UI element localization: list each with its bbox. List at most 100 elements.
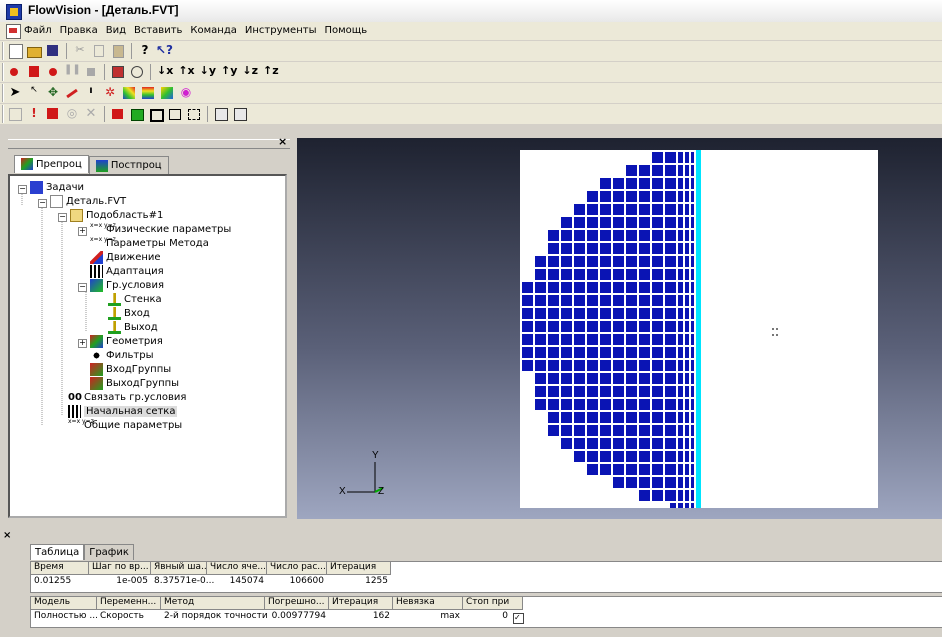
pause-icon[interactable]: ❚❚	[64, 64, 81, 75]
panel-grip[interactable]	[8, 139, 290, 149]
menu-help[interactable]: Помощь	[324, 25, 368, 36]
cell-grid-icon[interactable]	[45, 106, 61, 122]
tab-preprocessor[interactable]: Препроц	[14, 155, 89, 173]
hidden-cube-icon[interactable]	[186, 106, 202, 122]
col-header-cells[interactable]: Число яче...	[207, 562, 267, 575]
stop-icon[interactable]	[83, 64, 99, 80]
expander-tasks[interactable]: −	[18, 184, 27, 194]
open-folder-icon[interactable]	[26, 43, 42, 59]
col-header-calc-cells[interactable]: Число рас...	[267, 562, 327, 575]
help-icon[interactable]: ?	[141, 43, 149, 57]
rotate-view-icon[interactable]	[129, 64, 145, 80]
cut-icon[interactable]: ✂	[75, 43, 85, 56]
alert-icon[interactable]: !	[31, 106, 37, 120]
view-plus-z-button[interactable]: ↑z	[263, 64, 279, 77]
mesh-cell-refined	[691, 451, 694, 462]
delete-icon[interactable]: ✕	[85, 106, 97, 121]
save-icon[interactable]	[45, 43, 61, 59]
document-icon[interactable]	[6, 24, 21, 39]
view-fit-icon[interactable]	[110, 64, 126, 80]
solver-settings-icon[interactable]	[26, 64, 42, 80]
record-icon[interactable]	[7, 64, 23, 80]
menu-file[interactable]: Файл	[24, 25, 52, 36]
tree-item-project[interactable]: Деталь.FVT	[50, 195, 126, 208]
tree-item-general-parameters[interactable]: x=x y=z Общие параметры	[68, 418, 183, 432]
expander-geometry[interactable]: +	[78, 338, 87, 348]
select-small-icon[interactable]: ↖	[30, 85, 38, 95]
contour-icon[interactable]	[121, 85, 137, 101]
tree-item-method-parameters[interactable]: x=x y=z Параметры Метода	[90, 236, 209, 250]
vector-icon[interactable]	[64, 85, 80, 101]
col-header-method[interactable]: Метод	[161, 597, 265, 610]
run-icon[interactable]	[45, 64, 61, 80]
isoline-icon[interactable]	[159, 85, 175, 101]
tab-chart[interactable]: График	[84, 544, 134, 560]
menu-edit[interactable]: Правка	[59, 25, 98, 36]
tree-item-motion[interactable]: Движение	[90, 251, 161, 264]
stop-checkbox[interactable]: ✓	[513, 613, 524, 624]
col-header-iteration[interactable]: Итерация	[327, 562, 391, 575]
tab-postprocessor[interactable]: Постпроц	[88, 156, 169, 174]
particles-icon[interactable]: ✲	[104, 85, 116, 99]
menu-command[interactable]: Команда	[190, 25, 237, 36]
menu-insert[interactable]: Вставить	[133, 25, 183, 36]
streamline-icon[interactable]: ◉	[180, 85, 192, 99]
bottom-panel-close-icon[interactable]: ×	[3, 530, 12, 541]
col-header-iteration-2[interactable]: Итерация	[329, 597, 393, 610]
new-file-icon[interactable]	[7, 43, 23, 59]
menu-view[interactable]: Вид	[105, 25, 126, 36]
expander-physical[interactable]: +	[78, 226, 87, 236]
tree-item-boundary-conditions[interactable]: Гр.условия	[90, 279, 164, 292]
view-plus-x-button[interactable]: ↑x	[178, 64, 195, 77]
view-minus-x-button[interactable]: ↓x	[157, 64, 174, 77]
view-plus-y-button[interactable]: ↑y	[221, 64, 238, 77]
tree-item-inlet-groups[interactable]: ВходГруппы	[90, 363, 171, 376]
panel-close-icon[interactable]: ×	[278, 135, 288, 148]
move-icon[interactable]: ✥	[47, 85, 59, 99]
tree-item-link-boundaries[interactable]: 00 Связать гр.условия	[68, 392, 187, 403]
col-header-residual[interactable]: Невязка	[393, 597, 463, 610]
col-header-model[interactable]: Модель	[31, 597, 97, 610]
expander-subdomain[interactable]: −	[58, 212, 67, 222]
col-header-variable[interactable]: Переменн...	[97, 597, 161, 610]
mesh-cell	[535, 269, 546, 280]
wire-cube-icon[interactable]	[148, 106, 164, 122]
tree-item-filters[interactable]: Фильтры	[90, 349, 153, 362]
tree-item-geometry[interactable]: Геометрия	[90, 335, 163, 348]
col-header-time-step[interactable]: Шаг по вр...	[89, 562, 151, 575]
col-header-time[interactable]: Время	[31, 562, 89, 575]
tree-item-inlet[interactable]: Вход	[108, 307, 150, 320]
window-tile-icon[interactable]	[213, 106, 229, 122]
paste-icon[interactable]	[110, 43, 126, 59]
view-minus-y-button[interactable]: ↓y	[199, 64, 217, 77]
3d-viewport[interactable]: Y X Z	[297, 138, 942, 519]
expander-project[interactable]: −	[38, 198, 47, 208]
outline-cube-icon[interactable]	[167, 106, 183, 122]
tree-item-subdomain[interactable]: Подобласть#1	[70, 209, 163, 222]
solid-cube-icon[interactable]	[129, 106, 145, 122]
view-minus-z-button[interactable]: ↓z	[242, 64, 259, 77]
colormap-icon[interactable]	[140, 85, 156, 101]
mesh-cell-refined	[678, 477, 683, 488]
probe-icon[interactable]: ı	[89, 85, 93, 96]
select-pointer-icon[interactable]: ➤	[9, 85, 21, 100]
tree-item-outlet[interactable]: Выход	[108, 321, 158, 334]
tree-item-wall[interactable]: Стенка	[108, 293, 162, 306]
tree-item-physical-parameters[interactable]: x=x y=z Физические параметры	[90, 222, 232, 236]
tree-item-initial-grid[interactable]: Начальная сетка	[68, 405, 178, 418]
window-cascade-icon[interactable]	[232, 106, 248, 122]
context-help-icon[interactable]: ↖?	[156, 43, 174, 57]
disabled-tool-icon[interactable]: ◎	[66, 106, 78, 120]
tab-table[interactable]: Таблица	[30, 544, 85, 560]
tree-item-tasks[interactable]: Задачи	[30, 181, 84, 194]
menu-tools[interactable]: Инструменты	[244, 25, 317, 36]
tree-item-outlet-groups[interactable]: ВыходГруппы	[90, 377, 179, 390]
copy-icon[interactable]	[91, 43, 107, 59]
col-header-error[interactable]: Погрешно...	[265, 597, 329, 610]
col-header-explicit-step[interactable]: Явный ша...	[151, 562, 207, 575]
red-cube-icon[interactable]	[110, 106, 126, 122]
expander-boundary[interactable]: −	[78, 282, 87, 292]
grid-toggle-icon[interactable]	[7, 106, 23, 122]
tree-item-adaptation[interactable]: Адаптация	[90, 265, 164, 278]
col-header-stop-at[interactable]: Стоп при	[463, 597, 523, 610]
